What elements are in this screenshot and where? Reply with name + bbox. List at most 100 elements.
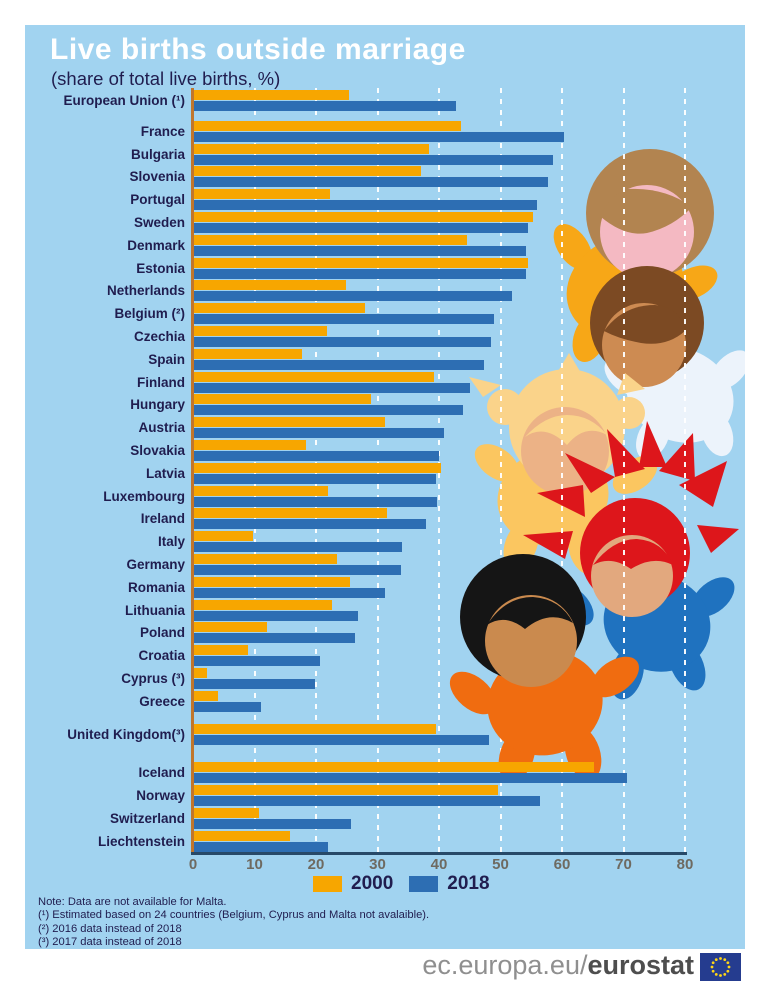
bar-2018	[193, 656, 321, 667]
country-label: Iceland	[138, 765, 185, 781]
bar-2000	[193, 257, 529, 268]
bar-2018	[193, 773, 627, 784]
bar-2000	[193, 143, 430, 154]
country-label: Estonia	[136, 260, 185, 276]
country-label: European Union (¹)	[63, 93, 186, 108]
bar-2018	[193, 679, 315, 689]
bar-2018	[193, 819, 352, 829]
gridline	[561, 88, 563, 852]
country-label: Cyprus (³)	[121, 671, 185, 686]
legend-swatch-2018	[409, 876, 439, 892]
bar-2000	[193, 371, 435, 382]
country-label: Lithuania	[125, 602, 185, 618]
bar-2018	[193, 382, 470, 393]
country-label: Greece	[139, 693, 185, 709]
x-axis-tick-label: 60	[553, 856, 571, 873]
bar-2018	[193, 496, 438, 507]
x-axis-tick-label: 40	[430, 856, 448, 873]
country-label: Netherlands	[106, 283, 185, 299]
bar-2000	[193, 212, 534, 222]
bar-2000	[193, 189, 330, 200]
country-label: Italy	[157, 534, 185, 550]
bar-2018	[193, 610, 359, 621]
country-label: Spain	[148, 351, 185, 367]
bar-2018	[193, 519, 427, 530]
baby-hair-fringe	[593, 539, 673, 569]
bar-2000	[193, 554, 337, 564]
bar-2018	[193, 337, 492, 347]
gridline	[684, 88, 686, 852]
bar-2000	[193, 723, 436, 734]
bar-2000	[193, 762, 594, 773]
x-axis-tick-label: 70	[615, 856, 632, 873]
footnote-line: (¹) Estimated based on 24 countries (Bel…	[38, 909, 430, 922]
country-label: Austria	[138, 420, 185, 436]
bar-2000	[193, 234, 468, 245]
x-axis-tick-label: 0	[188, 856, 198, 873]
legend-swatch-2000	[313, 876, 342, 892]
bar-2000	[193, 808, 259, 818]
country-label: Luxembourg	[103, 488, 185, 504]
bar-2018	[193, 405, 463, 416]
bar-2000	[193, 348, 302, 359]
country-label: Norway	[136, 788, 185, 804]
country-label: United Kingdom(³)	[67, 726, 185, 742]
legend-label-2018: 2018	[447, 873, 490, 894]
x-axis-line	[191, 852, 687, 855]
country-label: Bulgaria	[130, 146, 185, 162]
legend: 2000 2018	[313, 873, 490, 895]
bar-2000	[193, 668, 208, 678]
country-label: France	[140, 123, 185, 139]
eu-flag-icon	[700, 953, 741, 981]
country-label: Slovakia	[130, 443, 185, 458]
country-label: Romania	[127, 579, 185, 595]
gridline	[499, 88, 502, 852]
bar-2000	[193, 120, 462, 131]
bar-2018	[193, 223, 529, 233]
country-label: Ireland	[140, 511, 185, 527]
x-axis-tick-label: 80	[676, 856, 694, 873]
bar-2018	[193, 796, 540, 807]
bar-2000	[193, 166, 422, 177]
footnote-line: (²) 2016 data instead of 2018	[38, 922, 182, 935]
bar-2000	[193, 785, 499, 796]
bar-2000	[193, 280, 347, 291]
footnote-line: Note: Data are not available for Malta.	[38, 896, 227, 908]
bar-2018	[193, 291, 513, 302]
children-illustration-front	[449, 554, 639, 783]
chart-title: Live births outside marriage	[50, 33, 466, 66]
country-label: Germany	[126, 557, 185, 572]
x-axis-tick-label: 10	[246, 856, 263, 873]
bar-2018	[193, 314, 495, 325]
footnote-line: (³) 2017 data instead of 2018	[38, 936, 182, 949]
bar-2000	[193, 599, 332, 610]
bar-2000	[193, 690, 218, 701]
bar-2018	[193, 101, 456, 111]
country-label: Portugal	[130, 192, 185, 208]
bar-2018	[193, 841, 328, 852]
country-label: Liechtenstein	[97, 833, 185, 849]
bar-2018	[193, 701, 262, 712]
baby-black-hair-figure	[449, 554, 639, 783]
bar-2000	[193, 462, 441, 473]
bar-2000	[193, 394, 372, 405]
country-label: Latvia	[145, 465, 185, 481]
bars-layer	[25, 25, 745, 949]
bar-2018	[193, 633, 356, 644]
bar-2018	[193, 359, 484, 370]
bar-2018	[193, 542, 403, 553]
bar-2000	[193, 622, 268, 633]
labels-layer: 0 10 20 30 40 50 60 70 80 European Union (¹) Franc…	[25, 25, 745, 949]
country-label: Denmark	[127, 237, 185, 253]
gridline	[622, 88, 625, 852]
bar-2018	[193, 587, 386, 598]
footnotes: Note: Data are not available for Malta. …	[38, 896, 429, 950]
bar-2000	[193, 830, 290, 841]
bar-2000	[193, 326, 328, 336]
country-label: Croatia	[138, 648, 185, 664]
bar-2018	[193, 473, 436, 484]
bar-2000	[193, 531, 253, 542]
bar-2018	[193, 268, 526, 279]
bar-2000	[193, 485, 328, 496]
